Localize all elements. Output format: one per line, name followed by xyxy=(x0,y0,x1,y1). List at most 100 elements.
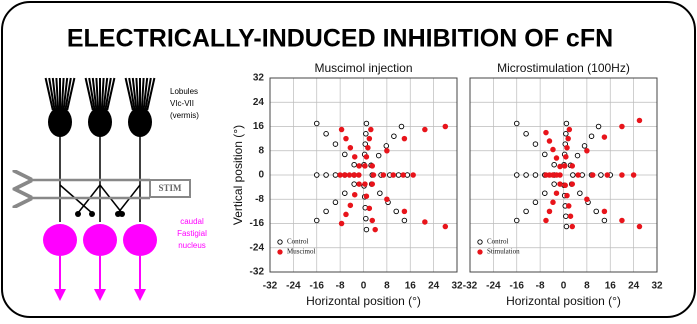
data-point xyxy=(338,173,343,178)
data-point xyxy=(333,200,338,205)
data-point xyxy=(576,173,581,178)
data-point xyxy=(602,135,607,140)
data-point xyxy=(373,227,378,232)
data-point xyxy=(367,136,372,141)
y-tick-label: 0 xyxy=(258,170,264,181)
data-point xyxy=(543,152,548,157)
data-point xyxy=(562,164,567,169)
data-point xyxy=(352,162,357,167)
purkinje-cells xyxy=(43,78,157,295)
soma xyxy=(48,107,72,137)
chart-title: Muscimol injection xyxy=(314,61,412,75)
nucleus-cell xyxy=(43,224,77,256)
data-point xyxy=(544,218,549,223)
data-point xyxy=(602,218,607,223)
data-point xyxy=(558,164,563,169)
x-tick-label: 16 xyxy=(405,281,417,292)
legend-label: Control xyxy=(287,238,308,246)
x-tick-label: 32 xyxy=(451,281,463,292)
stim-label: STIM xyxy=(158,183,182,193)
data-point xyxy=(324,209,329,214)
legend-marker xyxy=(478,240,482,244)
soma xyxy=(88,107,112,137)
data-point xyxy=(566,136,571,141)
data-point xyxy=(343,191,348,196)
soma xyxy=(128,107,152,137)
data-point xyxy=(364,194,369,199)
data-point xyxy=(370,164,375,169)
data-point xyxy=(357,182,362,187)
data-point xyxy=(344,212,349,217)
data-point xyxy=(564,155,569,160)
nucleus-cell xyxy=(83,224,117,256)
y-tick-label: -24 xyxy=(250,242,265,253)
data-point xyxy=(364,121,369,126)
data-point xyxy=(370,218,375,223)
data-point xyxy=(590,173,595,178)
data-point xyxy=(524,209,529,214)
data-point xyxy=(401,173,406,178)
slide-title: ELECTRICALLY-INDUCED INHIBITION OF cFN xyxy=(67,25,613,53)
y-tick-label: 24 xyxy=(253,97,265,108)
data-point xyxy=(357,173,362,178)
data-point xyxy=(533,142,538,147)
data-point xyxy=(552,162,557,167)
data-point xyxy=(344,136,349,141)
data-point xyxy=(352,192,357,197)
data-point xyxy=(524,173,529,178)
data-point xyxy=(411,173,416,178)
data-point xyxy=(568,214,573,219)
y-tick-label: -16 xyxy=(250,218,265,229)
data-point xyxy=(551,147,556,152)
data-point xyxy=(552,182,557,187)
data-point xyxy=(544,173,549,178)
data-point xyxy=(596,124,601,129)
data-point xyxy=(544,130,549,135)
data-point xyxy=(366,145,371,150)
data-point xyxy=(585,197,590,202)
lobules-label: Lobules xyxy=(170,87,198,96)
data-point xyxy=(391,173,396,178)
x-tick-label: 32 xyxy=(651,281,663,292)
data-point xyxy=(602,209,607,214)
data-point xyxy=(620,173,625,178)
chart-title: Microstimulation (100Hz) xyxy=(497,61,630,75)
x-tick-label: -16 xyxy=(310,281,325,292)
nucleus-label: caudal xyxy=(180,217,204,226)
data-point xyxy=(564,224,569,229)
data-point xyxy=(558,182,563,187)
data-point xyxy=(564,131,569,136)
nucleus-label: Fastigial xyxy=(177,229,207,238)
y-tick-label: 16 xyxy=(253,121,265,132)
x-tick-label: -16 xyxy=(510,281,525,292)
data-point xyxy=(565,145,570,150)
data-point xyxy=(589,134,594,139)
data-point xyxy=(567,127,572,132)
x-tick-label: -24 xyxy=(486,281,501,292)
data-point xyxy=(396,173,401,178)
data-point xyxy=(402,136,407,141)
x-tick-label: -8 xyxy=(336,281,345,292)
y-tick-label: 32 xyxy=(253,73,265,84)
data-point xyxy=(605,173,610,178)
data-point xyxy=(363,164,368,169)
nucleus-label: nucleus xyxy=(178,241,206,250)
data-point xyxy=(570,164,575,169)
data-point xyxy=(357,164,362,169)
data-point xyxy=(423,220,428,225)
synapse xyxy=(89,211,95,217)
data-point xyxy=(385,148,390,153)
data-point xyxy=(339,221,344,226)
data-point xyxy=(620,124,625,129)
data-point xyxy=(571,173,576,178)
data-point xyxy=(392,134,397,139)
data-point xyxy=(547,139,552,144)
data-point xyxy=(637,224,642,229)
data-point xyxy=(399,124,404,129)
y-tick-label: -32 xyxy=(250,267,265,278)
y-tick-label: 8 xyxy=(258,145,264,156)
data-point xyxy=(533,173,538,178)
data-point xyxy=(637,118,642,123)
data-point xyxy=(563,183,568,188)
x-tick-label: 16 xyxy=(605,281,617,292)
